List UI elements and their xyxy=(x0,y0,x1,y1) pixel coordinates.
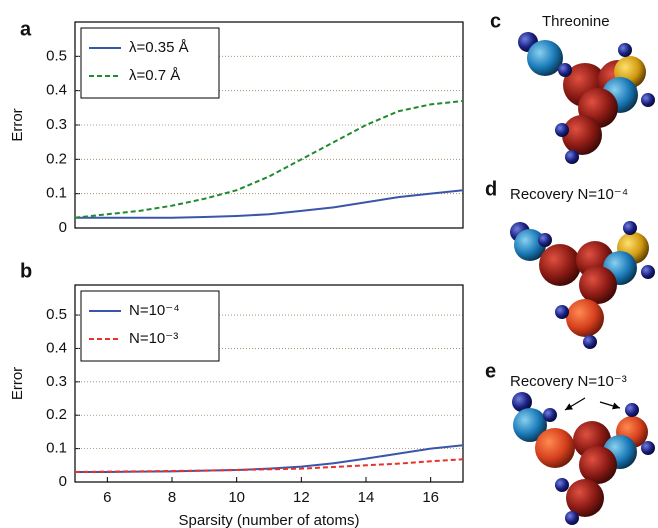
molecule xyxy=(512,392,655,525)
caption: Recovery N=10⁻³ xyxy=(510,373,627,390)
y-tick-label: 0.4 xyxy=(46,339,67,356)
caption: Recovery N=10⁻⁴ xyxy=(510,186,628,203)
legend-label: λ=0.7 Å xyxy=(129,67,180,84)
y-axis-label: Error xyxy=(9,367,26,400)
y-tick-label: 0 xyxy=(59,473,67,490)
x-axis-label: Sparsity (number of atoms) xyxy=(179,512,360,528)
legend-label: N=10⁻³ xyxy=(129,330,178,347)
x-tick-label: 14 xyxy=(358,489,375,506)
legend-label: λ=0.35 Å xyxy=(129,39,189,56)
y-tick-label: 0.1 xyxy=(46,185,67,202)
legend-label: N=10⁻⁴ xyxy=(129,302,180,319)
y-tick-label: 0.5 xyxy=(46,306,67,323)
molecule xyxy=(518,32,655,164)
panel-label: a xyxy=(20,18,32,40)
y-tick-label: 0.5 xyxy=(46,47,67,64)
y-tick-label: 0 xyxy=(59,219,67,236)
panel-label: e xyxy=(485,360,496,382)
molecule-images xyxy=(510,32,655,525)
figure: c Threonine d Recovery N=10⁻⁴ e Recovery… xyxy=(0,0,658,528)
line xyxy=(75,101,463,218)
x-tick-label: 12 xyxy=(293,489,310,506)
y-tick-label: 0.1 xyxy=(46,440,67,457)
line xyxy=(75,459,463,472)
y-tick-label: 0.2 xyxy=(46,150,67,167)
line xyxy=(75,190,463,217)
panel-label: c xyxy=(490,10,501,32)
line xyxy=(75,445,463,472)
y-tick-label: 0.2 xyxy=(46,406,67,423)
x-tick-label: 10 xyxy=(228,489,245,506)
x-tick-label: 6 xyxy=(103,489,111,506)
panel-label: d xyxy=(485,178,497,200)
panel-label: b xyxy=(20,260,32,282)
x-tick-label: 16 xyxy=(422,489,439,506)
molecule xyxy=(510,221,655,349)
y-tick-label: 0.3 xyxy=(46,373,67,390)
x-tick-label: 8 xyxy=(168,489,176,506)
y-tick-label: 0.4 xyxy=(46,82,67,99)
y-tick-label: 0.3 xyxy=(46,116,67,133)
caption: Threonine xyxy=(542,13,610,30)
y-axis-label: Error xyxy=(9,108,26,141)
